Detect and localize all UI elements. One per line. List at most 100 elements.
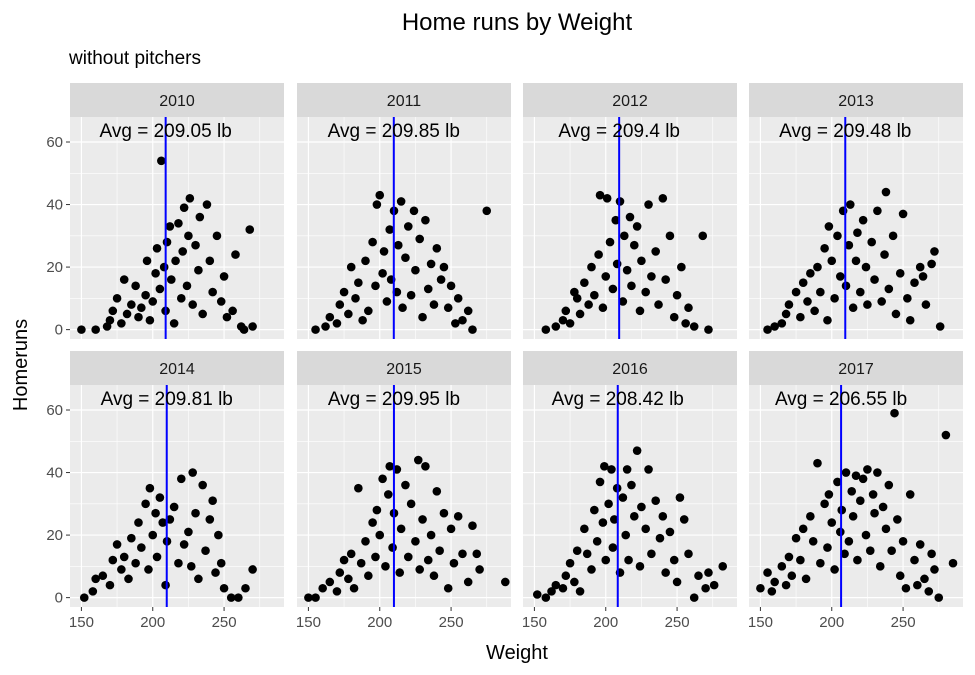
data-point <box>823 315 832 325</box>
data-point <box>851 256 861 266</box>
data-point <box>219 272 229 281</box>
data-point <box>704 325 713 334</box>
data-point <box>927 549 936 559</box>
data-point <box>79 593 89 602</box>
data-point <box>796 312 805 322</box>
data-point <box>903 294 912 303</box>
data-point <box>182 281 192 291</box>
facet-strip-label: 2012 <box>612 93 648 110</box>
data-point <box>881 524 891 534</box>
data-point <box>694 571 703 581</box>
data-point <box>335 568 345 577</box>
data-point <box>935 322 945 331</box>
data-point <box>178 247 188 256</box>
data-point <box>325 577 335 587</box>
data-point <box>637 256 646 266</box>
data-point <box>411 537 420 546</box>
data-point <box>924 587 934 596</box>
data-point <box>787 571 797 581</box>
data-point <box>234 593 243 602</box>
data-point <box>401 253 410 263</box>
data-points <box>311 190 492 334</box>
data-point <box>198 309 207 319</box>
data-point <box>763 568 772 577</box>
data-point <box>371 281 380 291</box>
data-point <box>421 461 430 471</box>
data-point <box>443 303 453 313</box>
avg-label: Avg = 209.85 lb <box>328 121 460 142</box>
avg-label: Avg = 209.4 lb <box>558 121 680 142</box>
data-point <box>709 580 719 590</box>
data-point <box>411 265 420 275</box>
data-point <box>423 284 433 294</box>
data-point <box>239 325 249 334</box>
x-tick-label: 250 <box>665 614 690 631</box>
data-point <box>439 508 449 518</box>
data-point <box>605 237 615 247</box>
data-point <box>395 568 405 577</box>
data-point <box>208 287 217 297</box>
data-points <box>532 446 728 602</box>
data-point <box>598 518 608 527</box>
facet-strip <box>749 83 963 117</box>
data-point <box>913 580 922 590</box>
data-point <box>91 574 100 584</box>
data-point <box>641 524 650 534</box>
data-point <box>222 312 232 322</box>
data-point <box>675 493 685 502</box>
data-point <box>413 455 423 465</box>
data-point <box>358 315 367 325</box>
data-point <box>152 552 162 562</box>
data-point <box>575 587 585 596</box>
data-point <box>174 219 183 228</box>
data-point <box>873 206 882 216</box>
data-point <box>378 474 387 484</box>
data-point <box>216 297 226 306</box>
data-point <box>604 499 613 509</box>
x-tick-label: 200 <box>593 614 618 631</box>
data-point <box>396 197 406 206</box>
data-point <box>930 565 939 574</box>
data-point <box>920 574 929 584</box>
data-point <box>194 265 203 275</box>
data-point <box>881 187 891 197</box>
facet-strip-label: 2014 <box>159 361 195 378</box>
panel-background <box>297 117 511 339</box>
data-point <box>403 552 413 562</box>
data-point <box>770 322 779 331</box>
data-point <box>893 515 902 524</box>
data-point <box>364 571 373 581</box>
data-point <box>836 272 845 281</box>
data-point <box>105 580 115 590</box>
data-point <box>621 530 631 540</box>
data-point <box>186 562 196 571</box>
facet-strip <box>523 83 737 117</box>
data-point <box>406 499 416 509</box>
y-tick-label: 20 <box>46 259 63 276</box>
facet-strip <box>297 83 511 117</box>
data-point <box>368 237 377 247</box>
facet-strip-label: 2015 <box>386 361 422 378</box>
data-point <box>354 278 363 288</box>
facet-panel-2016: 2016 Avg = 208.42 lb 150 200 250 <box>522 351 737 631</box>
data-point <box>339 287 349 297</box>
data-point <box>131 281 140 291</box>
data-point <box>379 247 389 256</box>
facet-strip <box>70 83 284 117</box>
panel-background <box>523 117 737 339</box>
data-point <box>641 287 650 297</box>
data-point <box>325 312 335 322</box>
data-point <box>179 540 189 549</box>
data-point <box>898 209 908 219</box>
data-point <box>590 290 599 300</box>
data-point <box>767 587 777 596</box>
data-point <box>191 240 200 250</box>
data-point <box>934 593 944 602</box>
facet-panel-2011: 2011 Avg = 209.85 lb <box>297 83 511 339</box>
data-point <box>451 319 460 328</box>
data-point <box>311 593 320 602</box>
data-point <box>214 530 223 540</box>
y-tick-label: 20 <box>46 527 63 544</box>
data-point <box>356 558 366 568</box>
data-point <box>131 558 140 568</box>
